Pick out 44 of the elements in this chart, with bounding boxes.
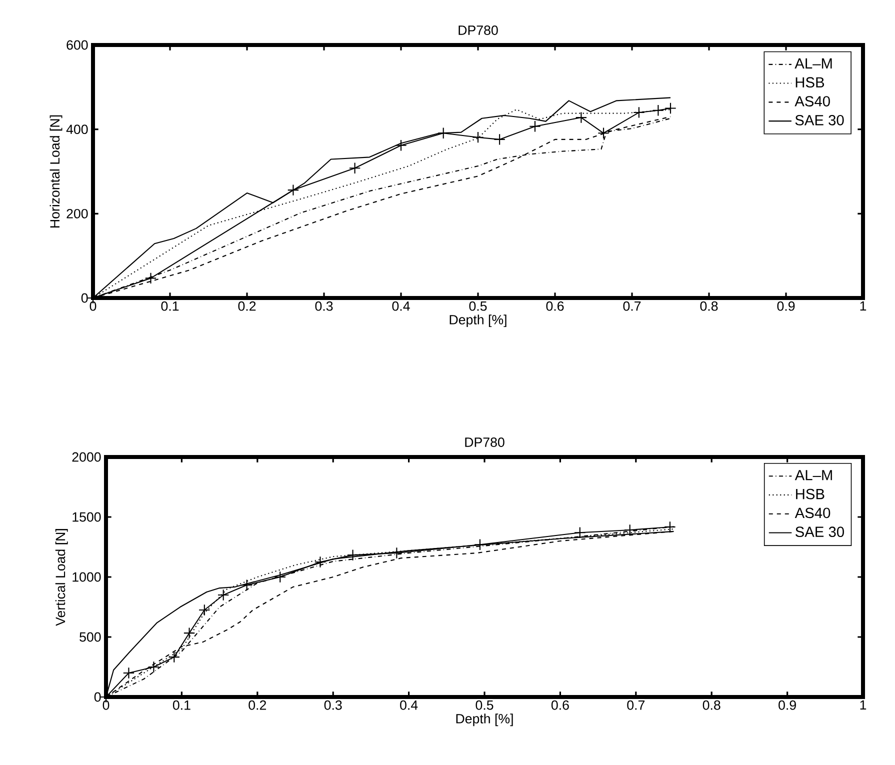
x-tick-label: 0.5: [469, 301, 487, 311]
x-tick-label: 0.9: [777, 301, 795, 311]
x-tick-label: 0.7: [623, 301, 641, 311]
y-tick-label: 1000: [72, 572, 101, 582]
y-tick-label: 0: [81, 293, 88, 303]
legend-label: SAE 30: [795, 114, 844, 126]
y-tick-label: 1500: [72, 512, 101, 522]
x-tick-label: 0.3: [324, 700, 342, 710]
y-tick-label: 500: [80, 632, 101, 642]
x-tick-label: 1: [860, 301, 866, 311]
y-tick-label: 600: [66, 40, 88, 50]
x-axis-title: Depth [%]: [456, 714, 513, 726]
x-tick-label: 0.1: [161, 301, 179, 311]
legend-label: HSB: [796, 488, 824, 500]
y-tick-label: 200: [66, 208, 88, 218]
x-tick-label: 0.9: [778, 700, 796, 710]
y-axis-title: Horizontal Load [N]: [50, 115, 62, 228]
y-tick-label: 2000: [72, 452, 101, 462]
x-tick-label: 0: [102, 700, 110, 710]
y-tick-label: 0: [94, 692, 101, 702]
legend-label: SAE 30: [796, 526, 844, 538]
x-tick-label: 0.2: [238, 301, 256, 311]
x-tick-label: 0.6: [551, 700, 569, 710]
legend-label: AL–M: [794, 58, 832, 68]
x-tick-label: 0.7: [627, 700, 645, 710]
legend-label: HSB: [796, 77, 824, 88]
x-axis-title: Depth [%]: [450, 314, 506, 328]
x-tick-label: 0.8: [702, 700, 720, 710]
chart-title: DP780: [465, 438, 504, 447]
chart-title: DP780: [458, 26, 498, 35]
y-axis-title: Vertical Load [N]: [55, 529, 68, 626]
x-tick-label: 0.5: [476, 700, 494, 710]
x-tick-label: 0.8: [700, 301, 718, 311]
legend-label: AL–M: [794, 470, 832, 480]
x-tick-label: 0.6: [546, 301, 564, 311]
y-tick-label: 400: [66, 124, 88, 134]
x-tick-label: 0.3: [315, 301, 333, 311]
x-tick-label: 0.4: [392, 301, 410, 311]
legend-label: AS40: [794, 96, 830, 106]
x-tick-label: 0.4: [400, 700, 418, 710]
legend-label: AS40: [794, 508, 830, 518]
x-tick-label: 0.2: [248, 700, 266, 710]
x-tick-label: 0.1: [172, 700, 190, 710]
x-tick-label: 1: [860, 700, 866, 710]
